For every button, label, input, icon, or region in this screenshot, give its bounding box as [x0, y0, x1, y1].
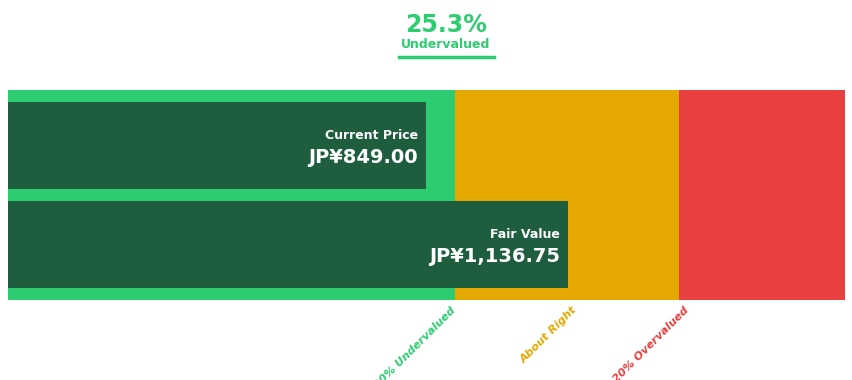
- Text: Current Price: Current Price: [325, 129, 417, 142]
- Bar: [8, 201, 567, 288]
- Text: Fair Value: Fair Value: [489, 228, 559, 241]
- Bar: [678, 90, 844, 300]
- Bar: [8, 102, 425, 189]
- Text: 20% Overvalued: 20% Overvalued: [611, 305, 690, 380]
- Text: 20% Undervalued: 20% Undervalued: [371, 305, 457, 380]
- Bar: [8, 90, 454, 300]
- Text: About Right: About Right: [518, 305, 579, 365]
- Bar: [454, 90, 678, 300]
- Text: 25.3%: 25.3%: [405, 13, 486, 37]
- Text: JP¥849.00: JP¥849.00: [308, 148, 417, 167]
- Text: JP¥1,136.75: JP¥1,136.75: [429, 247, 559, 266]
- Text: Undervalued: Undervalued: [400, 38, 490, 52]
